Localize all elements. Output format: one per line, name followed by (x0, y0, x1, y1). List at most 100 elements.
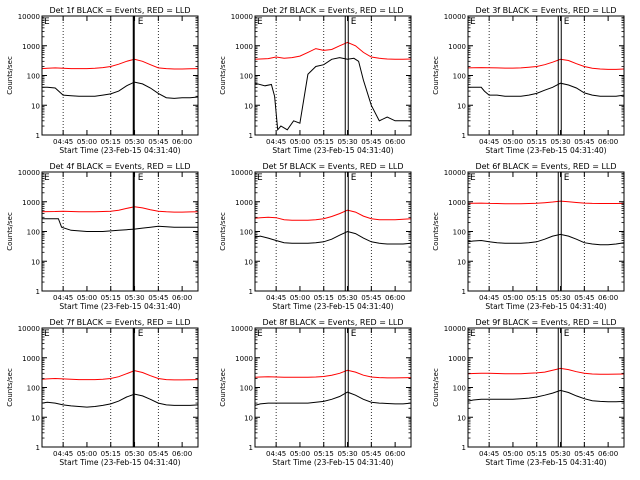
series-line-events (42, 218, 199, 232)
y-tick-label: 100 (27, 385, 40, 393)
y-tick-label: 1000 (22, 43, 40, 51)
x-tick-label: 06:00 (385, 138, 405, 146)
x-axis-label: Start Time (23-Feb-15 04:31:40) (272, 146, 393, 155)
y-tick-label: 10 (244, 258, 253, 266)
x-tick-label: 05:15 (527, 450, 547, 458)
x-tick-label: 04:45 (479, 138, 499, 146)
corner-marker: E (564, 173, 570, 183)
panel-title: Det 4f BLACK = Events, RED = LLD (49, 162, 190, 171)
x-tick-label: 05:00 (290, 450, 310, 458)
x-axis-label: Start Time (23-Feb-15 04:31:40) (485, 146, 606, 155)
x-tick-label: 05:00 (290, 294, 310, 302)
y-axis-label: Counts/sec (432, 368, 440, 407)
y-tick-label: 100 (27, 73, 40, 81)
x-tick-label: 05:45 (574, 294, 594, 302)
y-tick-label: 10 (31, 258, 40, 266)
x-tick-label: 05:45 (361, 138, 381, 146)
y-axis-label: Counts/sec (219, 56, 227, 95)
y-tick-label: 1 (462, 132, 466, 140)
x-tick-label: 05:45 (361, 294, 381, 302)
y-tick-label: 1000 (22, 199, 40, 207)
y-tick-label: 10000 (18, 13, 40, 21)
corner-marker: E (44, 17, 50, 27)
x-tick-label: 04:45 (479, 450, 499, 458)
y-tick-label: 1000 (448, 43, 466, 51)
corner-marker: E (138, 173, 144, 183)
corner-marker: E (564, 329, 570, 339)
x-tick-label: 05:45 (148, 450, 168, 458)
y-axis-label: Counts/sec (432, 212, 440, 251)
corner-marker: E (351, 329, 357, 339)
x-tick-label: 06:00 (172, 294, 192, 302)
x-tick-label: 05:00 (77, 294, 97, 302)
series-line-events (42, 81, 199, 99)
corner-marker: E (257, 329, 263, 339)
series-line-lld (254, 41, 412, 60)
x-tick-label: 05:15 (101, 450, 121, 458)
series-line-lld (254, 369, 412, 379)
x-tick-label: 04:45 (266, 138, 286, 146)
x-tick-label: 05:00 (290, 138, 310, 146)
y-tick-label: 100 (453, 229, 466, 237)
panel-det-9: Det 9f BLACK = Events, RED = LLD E E 1 10 100… (432, 318, 625, 467)
series-line-events (467, 389, 625, 403)
corner-marker: E (470, 17, 476, 27)
y-tick-label: 1000 (448, 355, 466, 363)
corner-marker: E (470, 329, 476, 339)
panel-det-1: Det 1f BLACK = Events, RED = LLD E E 1 10 100… (6, 6, 199, 155)
y-tick-label: 100 (453, 385, 466, 393)
panel-title: Det 1f BLACK = Events, RED = LLD (49, 6, 190, 15)
panel-title: Det 5f BLACK = Events, RED = LLD (262, 162, 403, 171)
y-tick-label: 10 (31, 102, 40, 110)
panel-det-6: Det 6f BLACK = Events, RED = LLD E E 1 10 100… (432, 162, 625, 311)
plot-frame (254, 171, 412, 292)
x-tick-label: 05:30 (124, 138, 144, 146)
x-tick-label: 05:45 (574, 138, 594, 146)
x-tick-label: 05:30 (337, 294, 357, 302)
y-tick-label: 1 (249, 288, 253, 296)
x-axis-label: Start Time (23-Feb-15 04:31:40) (59, 302, 180, 311)
x-axis-label: Start Time (23-Feb-15 04:31:40) (272, 302, 393, 311)
x-axis-label: Start Time (23-Feb-15 04:31:40) (272, 458, 393, 467)
series-line-events (41, 393, 199, 408)
y-tick-label: 100 (240, 229, 253, 237)
x-tick-label: 05:15 (314, 294, 334, 302)
y-tick-label: 1000 (235, 355, 253, 363)
x-tick-label: 05:15 (101, 294, 121, 302)
y-tick-label: 1 (249, 132, 253, 140)
x-tick-label: 06:00 (598, 138, 618, 146)
panel-det-8: Det 8f BLACK = Events, RED = LLD E E 1 10 100… (219, 318, 412, 467)
x-axis-label: Start Time (23-Feb-15 04:31:40) (59, 458, 180, 467)
panel-det-2: Det 2f BLACK = Events, RED = LLD E E 1 10 100… (219, 6, 412, 155)
corner-marker: E (44, 329, 50, 339)
panel-title: Det 6f BLACK = Events, RED = LLD (475, 162, 616, 171)
x-tick-label: 05:45 (574, 450, 594, 458)
y-tick-label: 1000 (22, 355, 40, 363)
x-tick-label: 05:45 (148, 138, 168, 146)
corner-marker: E (351, 173, 357, 183)
plot-frame (41, 171, 199, 292)
x-tick-label: 04:45 (53, 294, 73, 302)
series-line-lld (467, 367, 625, 375)
corner-marker: E (564, 17, 570, 27)
y-axis-label: Counts/sec (219, 212, 227, 251)
y-tick-label: 100 (27, 229, 40, 237)
x-tick-label: 05:45 (361, 450, 381, 458)
x-tick-label: 05:30 (337, 138, 357, 146)
plot-frame (41, 327, 199, 448)
y-tick-label: 10000 (444, 13, 466, 21)
x-tick-label: 05:30 (337, 450, 357, 458)
x-tick-label: 06:00 (598, 294, 618, 302)
panel-det-7: Det 7f BLACK = Events, RED = LLD E E 1 10 100… (6, 318, 199, 467)
x-tick-label: 05:45 (148, 294, 168, 302)
x-tick-label: 04:45 (53, 450, 73, 458)
x-tick-label: 05:30 (124, 450, 144, 458)
y-tick-label: 10 (457, 102, 466, 110)
y-axis-label: Counts/sec (6, 368, 14, 407)
x-tick-label: 06:00 (385, 450, 405, 458)
x-axis-label: Start Time (23-Feb-15 04:31:40) (485, 302, 606, 311)
y-tick-label: 1 (36, 132, 40, 140)
series-line-events (254, 57, 411, 132)
x-tick-label: 04:45 (266, 294, 286, 302)
